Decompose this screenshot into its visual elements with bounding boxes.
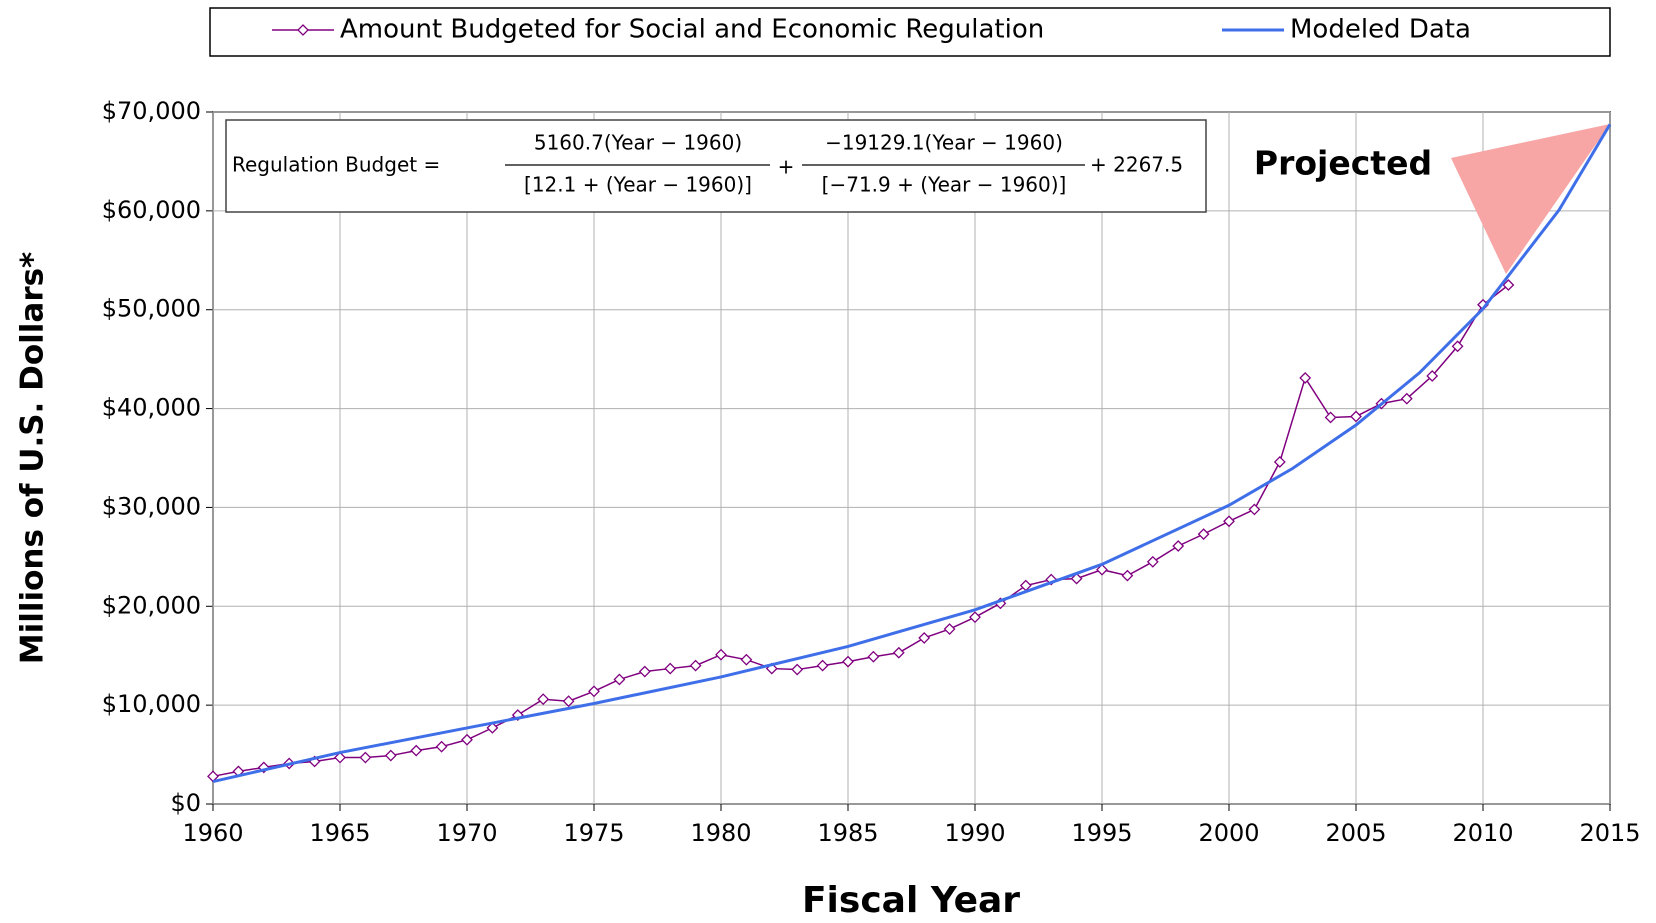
equation-den: [−71.9 + (Year − 1960)] xyxy=(822,173,1067,197)
y-tick-label: $70,000 xyxy=(102,97,201,125)
marker xyxy=(918,632,931,644)
projected-wedge xyxy=(1451,124,1610,274)
marker xyxy=(384,749,397,762)
marker xyxy=(1121,569,1134,582)
marker xyxy=(410,744,423,757)
marker xyxy=(664,662,677,675)
x-tick-label: 1980 xyxy=(690,819,751,847)
marker xyxy=(1096,563,1108,576)
y-tick-label: $30,000 xyxy=(102,492,201,520)
marker xyxy=(816,659,829,672)
annotation: Projected xyxy=(1254,144,1432,183)
marker xyxy=(461,733,473,746)
legend: Amount Budgeted for Social and Economic … xyxy=(272,15,1471,45)
x-tick-label: 1975 xyxy=(563,819,624,847)
marker xyxy=(486,721,499,734)
y-tick-label: $20,000 xyxy=(102,591,201,619)
equation-lhs: Regulation Budget = xyxy=(232,153,440,177)
marker xyxy=(562,695,575,708)
series-line xyxy=(212,284,1509,778)
grid: $0 $10,000 $20,000 $30,000 $40,000 $50,000 $60… xyxy=(102,97,1641,847)
marker xyxy=(842,655,854,668)
marker xyxy=(334,751,346,764)
marker xyxy=(537,693,550,706)
equation-tail: + 2267.5 xyxy=(1090,153,1183,177)
marker xyxy=(1273,456,1286,468)
y-tick-label: $60,000 xyxy=(102,196,201,224)
equation-num: −19129.1(Year − 1960) xyxy=(825,131,1063,155)
legend-label: Amount Budgeted for Social and Economic … xyxy=(340,15,1044,45)
x-tick-label: 2000 xyxy=(1198,819,1259,847)
legend-label: Modeled Data xyxy=(1290,15,1471,45)
x-tick-label: 1990 xyxy=(944,819,1005,847)
marker xyxy=(1350,410,1362,423)
marker xyxy=(613,673,626,686)
marks xyxy=(207,123,1612,784)
y-tick-label: $50,000 xyxy=(102,295,201,323)
x-axis-label: Fiscal Year xyxy=(802,880,1020,919)
x-tick-label: 2010 xyxy=(1452,819,1513,847)
marker xyxy=(1248,503,1261,516)
y-tick-label: $40,000 xyxy=(102,394,201,422)
marker xyxy=(1400,392,1413,405)
marker xyxy=(715,648,727,661)
y-tick-label: $10,000 xyxy=(102,690,201,718)
x-tick-label: 1970 xyxy=(436,819,497,847)
equation-box xyxy=(225,119,1207,213)
marker xyxy=(359,751,372,764)
marker xyxy=(1223,515,1235,528)
equation-den: [12.1 + (Year − 1960)] xyxy=(524,173,752,197)
marker xyxy=(740,653,753,666)
series-line xyxy=(212,123,1612,784)
marker xyxy=(943,623,956,635)
marker xyxy=(297,24,309,36)
marker xyxy=(435,740,448,753)
marker xyxy=(1502,279,1515,291)
marker xyxy=(638,665,651,678)
marker xyxy=(1146,555,1159,568)
plot-area xyxy=(212,111,1611,805)
marker xyxy=(892,646,905,659)
x-tick-label: 1960 xyxy=(182,819,243,847)
equation-num: 5160.7(Year − 1960) xyxy=(534,131,742,155)
marker xyxy=(1426,370,1439,382)
equation: Regulation Budget = 5160.7(Year − 1960) … xyxy=(225,119,1207,213)
marker xyxy=(1070,572,1083,585)
marker xyxy=(1299,372,1312,384)
marker xyxy=(1197,528,1210,541)
equation-plus: + xyxy=(778,155,795,179)
marker xyxy=(1324,411,1337,424)
x-tick-label: 2015 xyxy=(1579,819,1640,847)
y-axis-label: Millions of U.S. Dollars* xyxy=(15,252,51,665)
marker xyxy=(867,650,880,663)
y-tick-label: $0 xyxy=(170,789,201,817)
legend-box xyxy=(209,7,1611,57)
marker xyxy=(969,611,981,624)
marker xyxy=(689,659,702,672)
marker xyxy=(1172,540,1185,552)
x-tick-label: 2005 xyxy=(1325,819,1386,847)
x-tick-label: 1985 xyxy=(817,819,878,847)
marker xyxy=(511,709,524,721)
marker xyxy=(257,761,270,774)
x-tick-label: 1995 xyxy=(1071,819,1132,847)
marker xyxy=(1451,340,1464,353)
marker xyxy=(588,685,600,698)
marker xyxy=(791,663,804,676)
x-tick-label: 1965 xyxy=(309,819,370,847)
